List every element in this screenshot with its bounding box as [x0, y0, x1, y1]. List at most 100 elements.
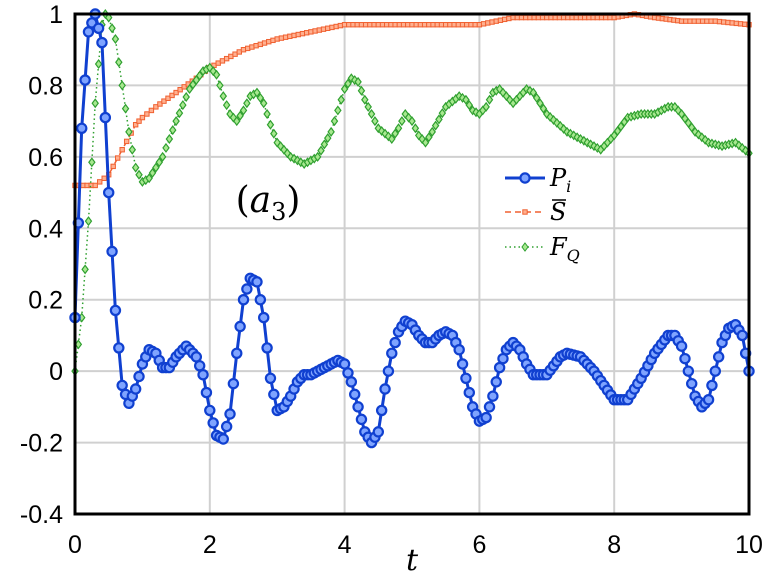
data-point [268, 388, 280, 401]
data-point [109, 304, 122, 317]
data-point [224, 408, 236, 420]
data-point [94, 59, 103, 69]
data-point [168, 125, 177, 136]
x-tick-label: 2 [203, 531, 217, 559]
data-point [222, 100, 231, 111]
data-point [145, 173, 153, 184]
series-line [74, 12, 750, 372]
data-point [374, 123, 383, 134]
series-line [75, 13, 750, 187]
legend: PiS FQ [505, 164, 580, 265]
series-p-i [69, 8, 755, 449]
data-point [258, 311, 270, 324]
data-point [220, 420, 233, 433]
data-point [493, 361, 506, 374]
data-point [136, 118, 142, 124]
data-point [207, 417, 219, 429]
data-point [76, 122, 88, 134]
data-point [679, 352, 691, 365]
legend-label: S [550, 198, 566, 226]
data-point [482, 101, 490, 112]
data-point [337, 94, 345, 105]
data-point [480, 411, 492, 424]
data-point [702, 394, 715, 406]
data-point [153, 104, 159, 110]
data-point [236, 110, 244, 121]
data-point [686, 377, 698, 390]
data-point [161, 98, 167, 104]
data-point [345, 376, 358, 388]
data-point [111, 34, 120, 44]
data-point [179, 100, 187, 111]
data-point [320, 139, 329, 150]
data-point [712, 351, 725, 363]
data-point [389, 336, 401, 349]
data-point [357, 85, 366, 96]
data-point [200, 386, 213, 399]
data-point [428, 126, 436, 137]
data-point [556, 120, 565, 131]
tick-labels: 0 2 4 6 8 10 -0.4 -0.2 0 0.2 0.4 0.6 0.8 1 [20, 1, 763, 559]
data-point [233, 116, 241, 127]
data-point [219, 91, 228, 102]
data-point [165, 95, 171, 101]
data-point [237, 294, 250, 306]
data-point [453, 344, 465, 356]
data-point [334, 105, 342, 116]
data-point [99, 111, 112, 124]
data-point [355, 413, 368, 426]
data-point [110, 163, 116, 170]
data-point [217, 433, 229, 445]
data-point [340, 84, 349, 94]
data-point [460, 372, 472, 384]
plot-frame [73, 12, 751, 516]
data-point [456, 358, 469, 370]
data-point [371, 116, 379, 127]
data-point [92, 182, 98, 189]
y-tick-label: 0 [49, 358, 63, 386]
data-point [81, 264, 89, 275]
data-point [181, 84, 187, 90]
y-tick-label: 0.6 [28, 144, 63, 172]
data-point [158, 151, 167, 162]
data-point [487, 390, 499, 402]
data-point [114, 155, 121, 161]
data-point [102, 186, 115, 199]
data-point [106, 245, 118, 258]
data-point [129, 383, 142, 395]
data-point [169, 92, 175, 99]
data-point [231, 347, 243, 359]
data-point [529, 87, 538, 98]
data-point [682, 365, 695, 377]
data-point [253, 87, 261, 98]
data-point [256, 92, 265, 103]
data-point [148, 107, 155, 114]
data-point [157, 101, 163, 107]
data-point [243, 98, 251, 109]
data-point [382, 365, 395, 377]
data-point [270, 128, 278, 139]
data-point [259, 98, 268, 109]
data-point [123, 138, 130, 145]
data-point [118, 80, 126, 91]
data-point [148, 167, 157, 178]
y-tick-label: -0.4 [20, 501, 63, 529]
legend-item: FQ [505, 233, 580, 265]
data-point [84, 216, 93, 227]
data-point [388, 134, 396, 144]
data-point [490, 376, 502, 388]
data-point [125, 126, 133, 137]
data-point [234, 320, 246, 333]
data-point [173, 89, 179, 96]
legend-label: FQ [549, 233, 580, 265]
data-point [462, 94, 470, 105]
series-layer [69, 8, 755, 449]
legend-item: Pi [505, 164, 571, 196]
data-point [352, 401, 364, 413]
data-point [204, 404, 216, 417]
data-point [706, 379, 718, 392]
legend-item: S [505, 198, 566, 226]
data-point [408, 116, 416, 127]
data-point [144, 111, 150, 117]
